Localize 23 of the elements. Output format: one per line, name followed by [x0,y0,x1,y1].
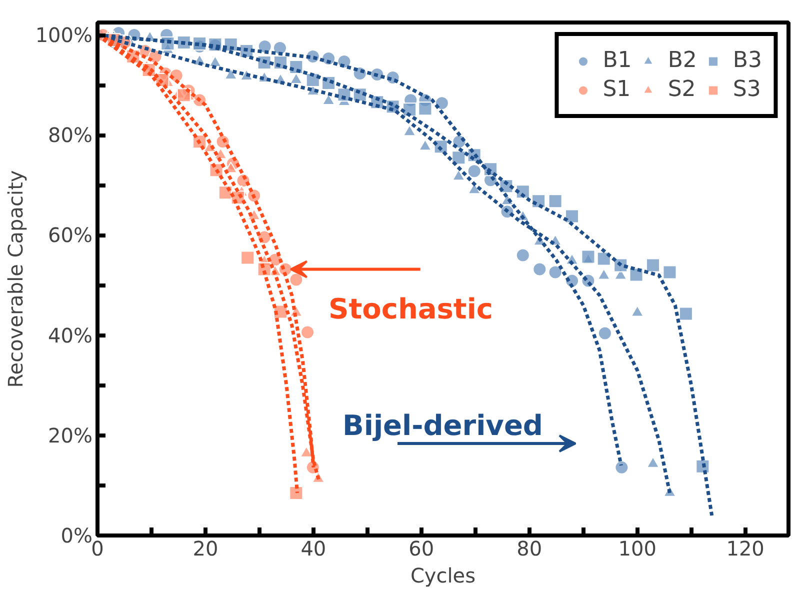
x-tick-label: 20 [192,536,218,560]
x-tick-label: 40 [300,536,326,560]
legend-label: B3 [732,48,762,73]
annotation: Stochastic [328,292,494,326]
y-tick-label: 20% [48,423,92,448]
x-tick-label: 120 [726,536,764,560]
legend-label: S3 [732,77,761,102]
legend-label: B1 [602,48,632,73]
x-axis-title: Cycles [410,564,476,588]
legend-label: B2 [668,48,697,73]
y-tick-label: 60% [48,223,92,248]
y-tick-label: 40% [48,323,92,348]
legend-label: S1 [602,77,631,102]
x-tick-label: 60 [408,536,434,560]
y-axis-title: Recoverable Capacity [3,170,28,388]
annotation: Bijel-derived [342,409,543,442]
x-tick-label: 80 [516,536,542,560]
y-tick-label: 0% [60,524,93,548]
y-tick-label: 100% [35,23,93,48]
x-tick-label: 0 [91,536,104,560]
x-tick-label: 100 [618,536,656,560]
legend-label: S2 [668,77,696,102]
y-tick-label: 80% [48,123,92,148]
